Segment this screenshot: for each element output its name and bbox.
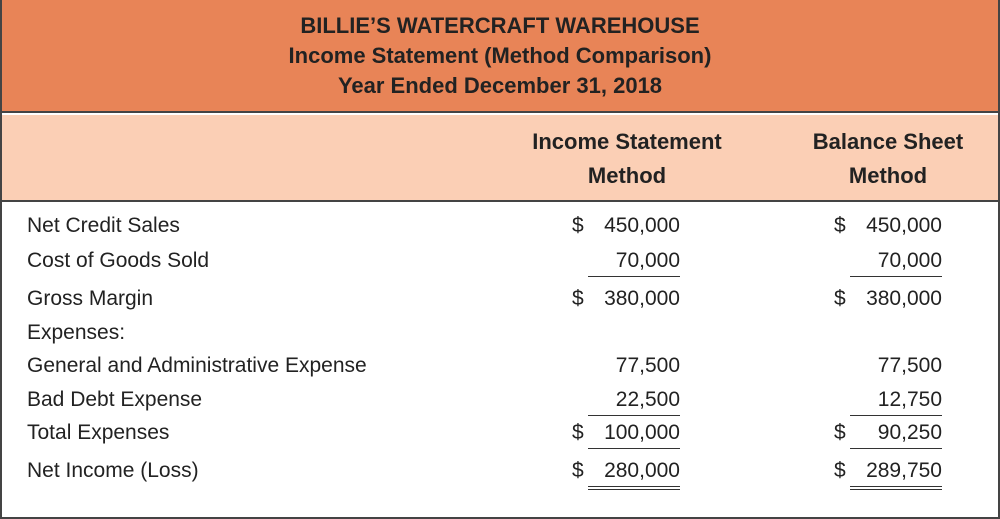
amount: 77,500 bbox=[877, 354, 942, 377]
amount: 70,000 bbox=[877, 249, 942, 272]
column-headers: Income Statement Method Balance Sheet Me… bbox=[2, 115, 998, 202]
balance-sheet-value bbox=[850, 318, 942, 348]
table-row: Total Expenses $ 100,000 $ 90,250 bbox=[2, 418, 998, 449]
income-statement-value: 77,500 bbox=[588, 351, 680, 381]
column-header-income-statement-method: Income Statement Method bbox=[497, 125, 757, 193]
row-label: Net Income (Loss) bbox=[27, 459, 199, 482]
balance-sheet-value: 12,750 bbox=[850, 385, 942, 416]
column-header-line: Method bbox=[587, 163, 667, 188]
row-label: Bad Debt Expense bbox=[27, 388, 203, 411]
amount: 70,000 bbox=[615, 249, 680, 272]
column-header-balance-sheet-method: Balance Sheet Method bbox=[758, 125, 998, 193]
table-row: Gross Margin $ 380,000 $ 380,000 bbox=[2, 284, 998, 314]
amount: 450,000 bbox=[866, 214, 942, 237]
row-label: Gross Margin bbox=[27, 287, 154, 310]
dollar-sign: $ bbox=[572, 459, 584, 482]
income-statement-value: $ 280,000 bbox=[572, 456, 680, 490]
balance-sheet-value: $ 289,750 bbox=[834, 456, 942, 490]
table-row: Cost of Goods Sold 70,000 70,000 bbox=[2, 246, 998, 277]
dollar-sign: $ bbox=[572, 421, 584, 444]
income-statement-value: $ 450,000 bbox=[572, 211, 680, 241]
income-statement-value: 70,000 bbox=[588, 246, 680, 277]
amount: 100,000 bbox=[604, 421, 680, 444]
amount: 380,000 bbox=[604, 287, 680, 310]
dollar-sign: $ bbox=[834, 287, 846, 310]
dollar-sign: $ bbox=[834, 214, 846, 237]
column-header-line: Method bbox=[848, 163, 928, 188]
balance-sheet-value: 70,000 bbox=[850, 246, 942, 277]
table-row: Net Credit Sales $ 450,000 $ 450,000 bbox=[2, 211, 998, 241]
table-row: Net Income (Loss) $ 280,000 $ 289,750 bbox=[2, 456, 998, 490]
table-row: Bad Debt Expense 22,500 12,750 bbox=[2, 385, 998, 416]
table-row: Expenses: bbox=[2, 318, 998, 348]
balance-sheet-value: 77,500 bbox=[850, 351, 942, 381]
statement-period: Year Ended December 31, 2018 bbox=[337, 73, 663, 98]
row-label: General and Administrative Expense bbox=[27, 354, 367, 377]
column-header-line: Income Statement bbox=[532, 129, 722, 154]
amount: 289,750 bbox=[866, 459, 942, 482]
income-statement-value: $ 100,000 bbox=[572, 418, 680, 449]
dollar-sign: $ bbox=[834, 459, 846, 482]
amount: 280,000 bbox=[604, 459, 680, 482]
amount: 77,500 bbox=[615, 354, 680, 377]
amount: 22,500 bbox=[615, 388, 680, 411]
amount: 90,250 bbox=[877, 421, 942, 444]
company-name: BILLIE’S WATERCRAFT WAREHOUSE bbox=[300, 13, 700, 38]
amount: 380,000 bbox=[866, 287, 942, 310]
column-header-line: Balance Sheet bbox=[812, 129, 964, 154]
statement-title-block: BILLIE’S WATERCRAFT WAREHOUSE Income Sta… bbox=[2, 0, 998, 113]
dollar-sign: $ bbox=[572, 214, 584, 237]
income-statement-value bbox=[588, 318, 680, 348]
row-label: Expenses: bbox=[27, 321, 126, 344]
dollar-sign: $ bbox=[572, 287, 584, 310]
dollar-sign: $ bbox=[834, 421, 846, 444]
balance-sheet-value: $ 380,000 bbox=[834, 284, 942, 314]
balance-sheet-value: $ 450,000 bbox=[834, 211, 942, 241]
row-label: Net Credit Sales bbox=[27, 214, 180, 237]
amount: 12,750 bbox=[877, 388, 942, 411]
income-statement-value: 22,500 bbox=[588, 385, 680, 416]
balance-sheet-value: $ 90,250 bbox=[834, 418, 942, 449]
statement-name: Income Statement (Method Comparison) bbox=[288, 43, 712, 68]
table-row: General and Administrative Expense 77,50… bbox=[2, 351, 998, 381]
row-label: Cost of Goods Sold bbox=[27, 249, 210, 272]
amount: 450,000 bbox=[604, 214, 680, 237]
row-label: Total Expenses bbox=[27, 421, 170, 444]
income-statement-value: $ 380,000 bbox=[572, 284, 680, 314]
